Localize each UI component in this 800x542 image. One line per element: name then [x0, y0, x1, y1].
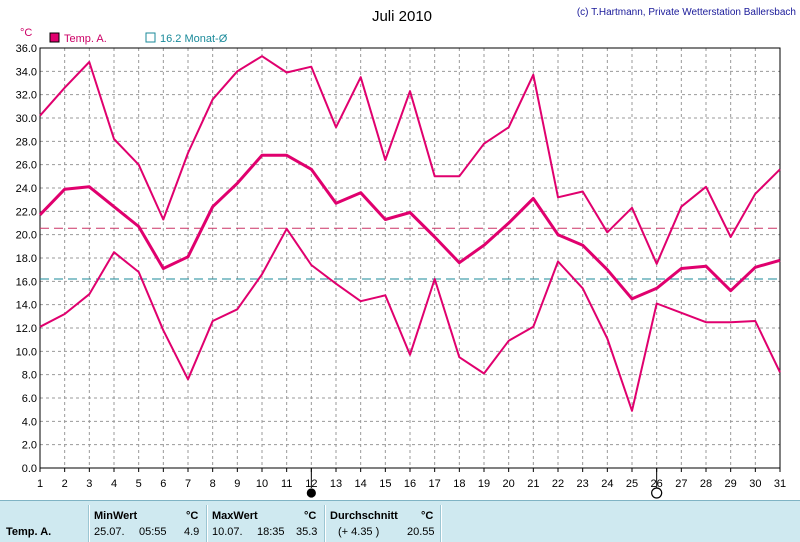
y-tick-label: 14.0	[16, 300, 37, 312]
x-tick-label: 3	[86, 478, 92, 490]
stats-max-header: MaxWert	[212, 510, 258, 522]
y-tick-label: 26.0	[16, 160, 37, 172]
y-tick-label: 18.0	[16, 253, 37, 265]
x-tick-label: 29	[725, 478, 737, 490]
x-tick-label: 11	[281, 478, 292, 490]
x-tick-label: 23	[577, 478, 589, 490]
stats-avg-delta: (+ 4.35 )	[338, 526, 380, 538]
chart-title: Juli 2010	[372, 8, 432, 25]
moon-phase-markers	[306, 468, 663, 499]
x-tick-label: 28	[700, 478, 712, 490]
y-tick-label: 20.0	[16, 230, 37, 242]
x-tick-label: 31	[774, 478, 786, 490]
x-tick-label: 18	[453, 478, 465, 490]
stats-max-unit: °C	[304, 510, 317, 522]
x-tick-label: 17	[429, 478, 441, 490]
stats-max-value: 35.3	[296, 526, 318, 538]
y-tick-label: 8.0	[22, 370, 37, 382]
y-tick-label: 30.0	[16, 113, 37, 125]
x-tick-label: 20	[503, 478, 515, 490]
legend-swatch-monthly-avg	[145, 32, 156, 43]
stats-min-unit: °C	[186, 510, 199, 522]
y-tick-label: 10.0	[16, 346, 37, 358]
reference-lines	[40, 227, 780, 280]
credit-text: (c) T.Hartmann, Private Wetterstation Ba…	[577, 7, 796, 18]
y-tick-label: 32.0	[16, 90, 37, 102]
y-unit-label: °C	[20, 27, 32, 39]
stats-avg-unit: °C	[421, 510, 434, 522]
series-line-max	[39, 55, 781, 265]
x-tick-label: 25	[626, 478, 638, 490]
stats-min-date: 25.07.	[94, 526, 125, 538]
x-tick-label: 6	[160, 478, 166, 490]
x-tick-label: 24	[601, 478, 613, 490]
stats-row-label: Temp. A.	[6, 526, 52, 538]
y-tick-label: 6.0	[22, 393, 37, 405]
legend: Temp. A. 16.2 Monat-Ø	[49, 32, 228, 45]
y-tick-label: 28.0	[16, 136, 37, 148]
stats-min-header: MinWert	[94, 510, 138, 522]
x-tick-label: 15	[379, 478, 391, 490]
stats-separator	[206, 505, 208, 542]
stats-max-time: 18:35	[257, 526, 285, 538]
x-tick-label: 21	[527, 478, 539, 490]
x-tick-label: 1	[37, 478, 43, 490]
stats-max-cell: MaxWert °C 10.07. 18:35 35.3	[212, 501, 320, 542]
new-moon-icon	[306, 488, 316, 498]
x-tick-label: 8	[210, 478, 216, 490]
y-tick-label: 16.0	[16, 276, 37, 288]
statistics-bar: Temp. A. MinWert °C 25.07. 05:55 4.9 Max…	[0, 500, 800, 542]
y-tick-label: 2.0	[22, 440, 37, 452]
x-tick-label: 22	[552, 478, 564, 490]
x-tick-label: 9	[234, 478, 240, 490]
full-moon-icon	[651, 487, 663, 499]
stats-min-value: 4.9	[184, 526, 200, 538]
x-tick-label: 16	[404, 478, 416, 490]
y-tick-label: 0.0	[22, 463, 37, 475]
temperature-chart: Juli 2010 (c) T.Hartmann, Private Wetter…	[16, 7, 796, 499]
legend-swatch-temp	[49, 32, 60, 43]
x-tick-label: 13	[330, 478, 342, 490]
legend-label-monthly-avg: 16.2 Monat-Ø	[160, 33, 228, 45]
stats-min-time: 05:55	[139, 526, 167, 538]
x-tick-label: 5	[136, 478, 142, 490]
x-tick-label: 2	[62, 478, 68, 490]
series-line-min	[39, 227, 781, 412]
x-tick-label: 4	[111, 478, 117, 490]
y-tick-label: 34.0	[16, 66, 37, 78]
y-tick-label: 12.0	[16, 323, 37, 335]
x-tick-label: 30	[749, 478, 761, 490]
x-tick-labels: 1 2 3 4 5 6 7 8 9 10 11 12 13 14 15 16 17 18 19 20 21 22 23 24 2…	[37, 468, 786, 490]
stats-separator	[88, 505, 90, 542]
series-line-avg	[38, 153, 781, 301]
legend-label-temp: Temp. A.	[64, 33, 107, 45]
stats-separator	[324, 505, 326, 542]
x-tick-label: 7	[185, 478, 191, 490]
x-tick-label: 19	[478, 478, 490, 490]
grid	[40, 48, 780, 468]
x-tick-label: 27	[675, 478, 687, 490]
stats-min-cell: MinWert °C 25.07. 05:55 4.9	[94, 501, 204, 542]
series-lines	[38, 55, 781, 412]
stats-avg-cell: Durchschnitt °C (+ 4.35 ) 20.55	[330, 501, 440, 542]
stats-separator	[440, 505, 442, 542]
y-tick-label: 22.0	[16, 206, 37, 218]
x-tick-label: 14	[355, 478, 367, 490]
y-tick-label: 36.0	[16, 43, 37, 55]
stats-max-date: 10.07.	[212, 526, 243, 538]
stats-row-label-cell: Temp. A.	[6, 501, 88, 542]
x-tick-label: 10	[256, 478, 268, 490]
stats-avg-header: Durchschnitt	[330, 510, 398, 522]
y-tick-label: 4.0	[22, 416, 37, 428]
stats-avg-value: 20.55	[407, 526, 435, 538]
y-tick-labels: 0.0 2.0 4.0 6.0 8.0 10.0 12.0 14.0 16.0 18.0 20.0 2…	[16, 43, 37, 475]
y-tick-label: 24.0	[16, 183, 37, 195]
